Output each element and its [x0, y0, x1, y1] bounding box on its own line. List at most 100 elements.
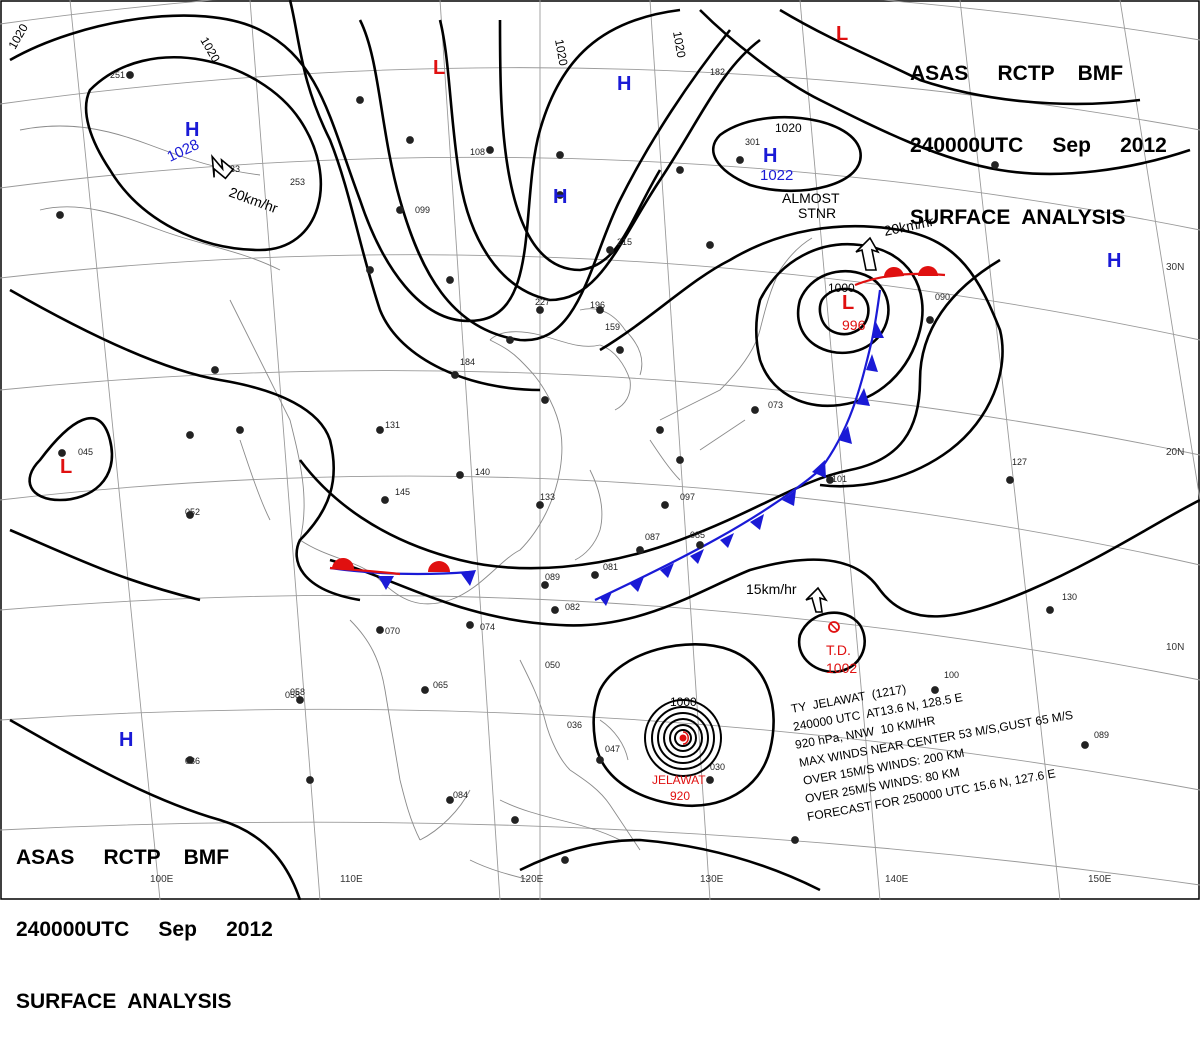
- high-center: H: [1107, 250, 1121, 272]
- station-value: 182: [710, 67, 725, 77]
- station-value: 045: [78, 447, 93, 457]
- station-value: 073: [768, 400, 783, 410]
- motion-label: ALMOST: [782, 190, 840, 206]
- station-value: 131: [385, 420, 400, 430]
- graticule: [0, 0, 1200, 900]
- cold-front: [329, 289, 884, 606]
- high-center: H: [763, 145, 777, 167]
- header-line3: SURFACE ANALYSIS: [910, 206, 1126, 229]
- station-value: 047: [605, 744, 620, 754]
- station-value: 130: [1062, 592, 1077, 602]
- typhoon-isobars: [644, 699, 722, 777]
- header-line1: ASAS RCTP BMF: [910, 62, 1124, 85]
- station-value: 089: [1094, 730, 1109, 740]
- header-top-right: ASAS RCTP BMF 240000UTC Sep 2012 SURFACE…: [910, 14, 1167, 254]
- typhoon-pressure: 920: [670, 789, 690, 803]
- station-value: 108: [470, 147, 485, 157]
- station-value: 301: [745, 137, 760, 147]
- high-center: H: [617, 73, 631, 95]
- station-value: 251: [110, 70, 125, 80]
- isobar-label: 1000: [828, 281, 855, 295]
- lat-label: 10N: [1166, 642, 1184, 653]
- lat-labels: 30N 20N 10N: [1166, 262, 1184, 653]
- motion-label: 15km/hr: [746, 581, 797, 597]
- high-centers: H H H H H H: [119, 73, 1121, 751]
- low-center: L: [842, 292, 854, 314]
- isobars: [9, 0, 1200, 900]
- station-value: 089: [545, 572, 560, 582]
- isobar-labels: 1020 1020 1020 1020 1020 1000 1000: [5, 21, 855, 709]
- td-label: T.D.: [826, 642, 851, 658]
- station-symbols: [56, 71, 1089, 864]
- low-centers: L L L L: [60, 23, 854, 478]
- low-center: L: [433, 57, 445, 79]
- weather-chart: 2512332530991081823012271961841311401451…: [0, 0, 1200, 900]
- header-line3: SURFACE ANALYSIS: [16, 990, 232, 1013]
- lat-label: 20N: [1166, 447, 1184, 458]
- station-value: 081: [603, 562, 618, 572]
- td-pressure: 1002: [826, 660, 857, 676]
- typhoon-name: JELAWAT: [652, 773, 706, 787]
- tropical-depression: T.D. 1002: [826, 621, 857, 676]
- motion-arrows: [211, 154, 880, 613]
- lon-label: 130E: [700, 874, 724, 885]
- high-center: H: [119, 729, 133, 751]
- isobar-label: 1020: [670, 30, 688, 59]
- station-value: 097: [680, 492, 695, 502]
- station-value: 087: [645, 532, 660, 542]
- station-value: 100: [944, 670, 959, 680]
- station-value: 050: [545, 660, 560, 670]
- station-value: 140: [475, 467, 490, 477]
- station-value: 159: [605, 322, 620, 332]
- lon-label: 120E: [520, 874, 544, 885]
- isobar-label: 1000: [670, 695, 697, 709]
- station-value: 086: [185, 756, 200, 766]
- isobar-label: 1020: [775, 121, 802, 135]
- station-value: 099: [415, 205, 430, 215]
- station-value: 030: [710, 762, 725, 772]
- station-value: 074: [480, 622, 495, 632]
- station-value: 253: [290, 177, 305, 187]
- lat-label: 30N: [1166, 262, 1184, 273]
- station-value: 133: [540, 492, 555, 502]
- low-value: 996: [842, 317, 866, 333]
- station-value: 101: [832, 474, 847, 484]
- header-line2: 240000UTC Sep 2012: [16, 918, 273, 941]
- typhoon-symbol: JELAWAT 920: [652, 731, 706, 803]
- low-center: L: [836, 23, 848, 45]
- station-value: 127: [1012, 457, 1027, 467]
- motion-label: STNR: [798, 205, 836, 221]
- station-value: 052: [185, 507, 200, 517]
- chart-frame: [0, 0, 1200, 900]
- station-value: 070: [385, 626, 400, 636]
- station-value: 036: [567, 720, 582, 730]
- header-line1: ASAS RCTP BMF: [16, 846, 230, 869]
- station-value: 085: [690, 530, 705, 540]
- high-values: 1028 1022: [165, 136, 794, 184]
- typhoon-info: TY JELAWAT (1217) 240000 UTC AT13.6 N, 1…: [790, 672, 1110, 832]
- station-value: 058: [285, 690, 300, 700]
- lon-label: 140E: [885, 874, 909, 885]
- lon-label: 100E: [150, 874, 174, 885]
- station-value: 184: [460, 357, 475, 367]
- motion-label: 20km/hr: [227, 184, 280, 216]
- station-value: 082: [565, 602, 580, 612]
- lon-labels: 100E 110E 120E 130E 140E 150E: [150, 874, 1112, 885]
- warm-front: [329, 266, 946, 576]
- station-value: 065: [433, 680, 448, 690]
- station-labels: 2512332530991081823012271961841311401451…: [78, 67, 1109, 800]
- lon-label: 150E: [1088, 874, 1112, 885]
- station-value: 084: [453, 790, 468, 800]
- low-center: L: [60, 456, 72, 478]
- header-bottom-left: ASAS RCTP BMF 240000UTC Sep 2012 SURFACE…: [16, 798, 273, 1038]
- isobar-label: 1020: [5, 21, 31, 51]
- station-value: 227: [535, 297, 550, 307]
- isobar-label: 1020: [552, 38, 570, 67]
- station-value: 090: [935, 292, 950, 302]
- station-value: 145: [395, 487, 410, 497]
- high-center: H: [553, 186, 567, 208]
- station-value: 215: [617, 237, 632, 247]
- lon-label: 110E: [340, 874, 363, 885]
- station-value: 058: [290, 687, 305, 697]
- station-value: 196: [590, 300, 605, 310]
